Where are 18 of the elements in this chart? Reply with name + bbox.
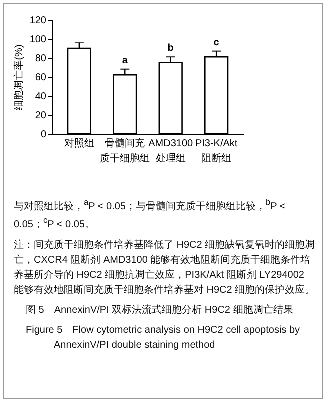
x-tick-label: AMD3100处理组 [148, 138, 194, 164]
x-tick-label: PI3-K/Akt阻断组 [195, 138, 238, 164]
y-axis-title: 细胞凋亡率(%) [12, 44, 25, 110]
caption: Figure 5 Flow cytometric analysis on H9C2 cell apoptosis by AnnexinV/PI double staining method [25, 324, 301, 353]
text: 与对照组比较，$^{a}$P < 0.05；与骨髓间充质干细胞组比较，$^{b}$P < 0.05；$^{c}$P < 0.05。 [14, 197, 286, 231]
annotation: a [122, 55, 128, 66]
y-tick-label: 80 [35, 54, 47, 64]
text: 注：间充质干细胞条件培养基降低了 H9C2 细胞缺氧复氧时的细胞凋亡，CXCR4 阻断剂 AMD3100 能够有效地阻断间充质干细胞条件培养基所介导的 H9C2 细胞抗凋亡效应，PI3K/Akt 阻断剂 LY294002 能够有效地阻断间充质干细胞条件培养基对 H9C2 细胞的保护效应。 [14, 238, 316, 298]
x-tick-label: 对照组 [64, 138, 94, 150]
y-tick-label: 100 [30, 34, 47, 46]
y-tick-label: 40 [35, 92, 47, 102]
annotation: c [214, 37, 220, 48]
caption: 图 5 AnnexinV/PI 双标法流式细胞分析 H9C2 细胞凋亡结果 [25, 304, 294, 318]
y-tick-label: 0 [40, 130, 47, 140]
y-tick-label: 120 [30, 16, 47, 26]
y-tick-label: 60 [35, 72, 47, 84]
y-tick-label: 20 [35, 110, 47, 122]
annotation: b [168, 43, 174, 54]
